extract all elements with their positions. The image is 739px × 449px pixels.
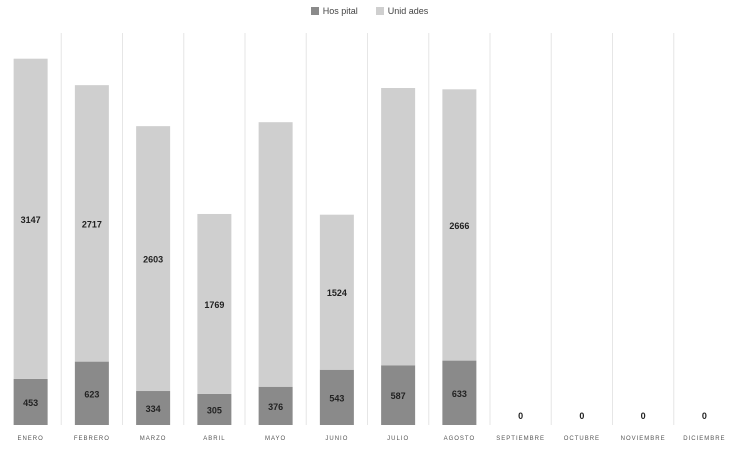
x-tick-label: FEBRERO — [74, 436, 110, 442]
x-tick-label: ABRIL — [203, 436, 225, 442]
bar-hospital-junio — [319, 369, 354, 425]
bar-hospital-mayo — [258, 386, 293, 425]
data-label-unidades: 2717 — [82, 219, 102, 229]
legend-swatch-unidades — [375, 7, 384, 15]
legend-item-unidades: Unid ades — [375, 6, 429, 16]
bar-unidades-agosto — [442, 89, 477, 361]
bar-unidades-marzo — [136, 126, 171, 392]
data-label-zero: 0 — [702, 411, 707, 421]
data-label-unidades: 1524 — [327, 288, 347, 298]
data-label-unidades: 2603 — [143, 255, 163, 265]
bar-hospital-enero — [13, 378, 48, 425]
data-label-hospital: 453 — [23, 398, 38, 408]
bar-unidades-abril — [197, 213, 232, 394]
x-tick-label: DICIEMBRE — [683, 436, 725, 442]
data-label-zero: 0 — [579, 411, 584, 421]
legend-label-unidades: Unid ades — [387, 6, 429, 16]
x-tick-label: SEPTIEMBRE — [496, 436, 545, 442]
bar-hospital-marzo — [136, 391, 171, 425]
data-label-hospital: 623 — [84, 389, 99, 399]
x-tick-label: JULIO — [387, 436, 409, 442]
data-label-hospital: 633 — [452, 389, 467, 399]
x-tick-label: OCTUBRE — [564, 436, 600, 442]
data-label-unidades: 1769 — [204, 300, 224, 310]
data-label-hospital: 334 — [146, 404, 161, 414]
data-label-hospital: 376 — [268, 402, 283, 412]
legend-label-hospital: Hos pital — [322, 6, 358, 16]
bar-unidades-febrero — [74, 85, 109, 362]
bar-unidades-junio — [319, 214, 354, 370]
bar-unidades-julio — [381, 88, 416, 366]
x-tick-label: MAYO — [265, 436, 286, 442]
legend-item-hospital: Hos pital — [310, 6, 358, 16]
data-label-hospital: 543 — [329, 393, 344, 403]
legend-swatch-hospital — [310, 7, 319, 15]
x-tick-label: NOVIEMBRE — [621, 436, 666, 442]
x-tick-label: AGOSTO — [444, 436, 476, 442]
bar-hospital-agosto — [442, 360, 477, 425]
data-label-zero: 0 — [641, 411, 646, 421]
bar-hospital-julio — [381, 365, 416, 425]
data-label-unidades: 2666 — [449, 221, 469, 231]
bar-unidades-mayo — [258, 122, 293, 387]
x-tick-label: ENERO — [17, 436, 43, 442]
bar-unidades-enero — [13, 58, 48, 379]
data-label-zero: 0 — [518, 411, 523, 421]
bar-hospital-abril — [197, 393, 232, 425]
legend: Hos pital Unid ades — [0, 6, 739, 16]
data-label-hospital: 587 — [391, 391, 406, 401]
data-label-unidades: 3147 — [21, 215, 41, 225]
x-tick-label: MARZO — [140, 436, 167, 442]
bar-hospital-febrero — [74, 361, 109, 425]
data-label-hospital: 305 — [207, 405, 222, 415]
x-tick-label: JUNIO — [325, 436, 348, 442]
